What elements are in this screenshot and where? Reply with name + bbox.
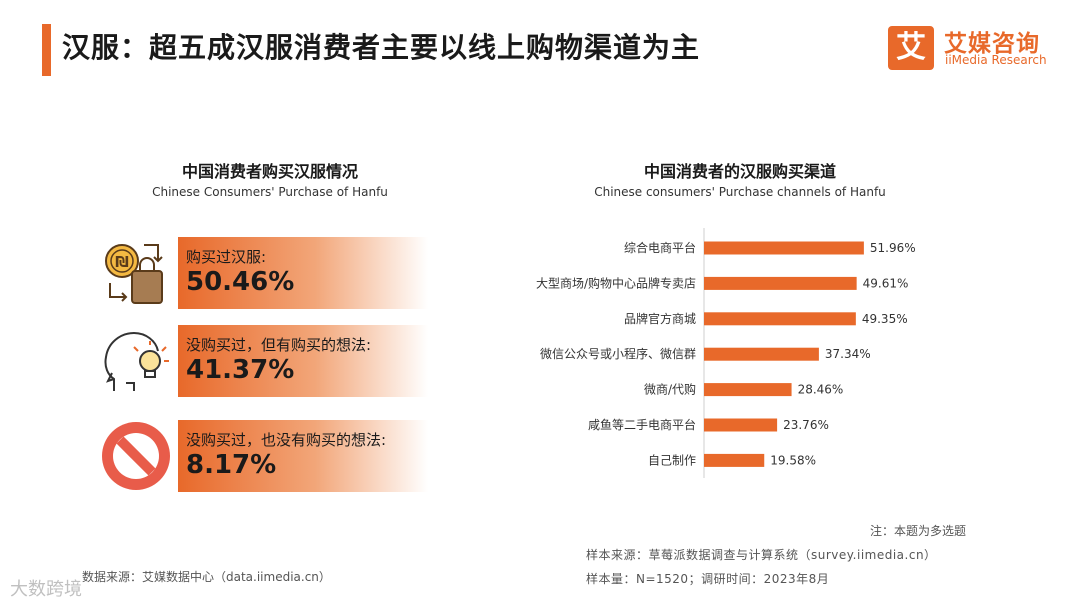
- stat-box: 购买过汉服: 50.46%: [178, 237, 428, 309]
- prohibited-icon: [102, 422, 170, 490]
- stat-box: 没购买过，也没有购买的想法: 8.17%: [178, 420, 428, 492]
- value-label: 51.96%: [870, 241, 916, 255]
- stat-want-to-buy: 没购买过，但有购买的想法: 41.37%: [100, 325, 430, 397]
- value-label: 49.35%: [862, 312, 908, 326]
- right-panel-title: 中国消费者的汉服购买渠道: [643, 162, 836, 181]
- bar: [704, 383, 792, 397]
- stat-value: 8.17%: [186, 450, 277, 480]
- stat-purchased: ₪ 购买过汉服: 50.46%: [100, 237, 430, 309]
- stat-label: 购买过汉服:: [186, 248, 267, 266]
- bar: [704, 453, 765, 467]
- stat-value: 41.37%: [186, 355, 295, 385]
- value-label: 19.58%: [770, 453, 816, 467]
- category-label: 品牌官方商城: [624, 311, 696, 326]
- multi-select-note: 注：本题为多选题: [870, 524, 967, 538]
- data-source-note: 数据来源：艾媒数据中心（data.iimedia.cn）: [82, 570, 331, 584]
- value-label: 28.46%: [798, 383, 844, 397]
- category-label: 微商/代购: [644, 382, 696, 397]
- title-accent-bar: [42, 24, 51, 76]
- bar: [704, 276, 857, 290]
- iimedia-logo: 艾 艾媒咨询 iiMedia Research: [888, 26, 1068, 72]
- category-label: 咸鱼等二手电商平台: [588, 417, 696, 432]
- value-label: 23.76%: [783, 418, 829, 432]
- bar: [704, 347, 819, 361]
- bar: [704, 418, 778, 432]
- page-title: 汉服：超五成汉服消费者主要以线上购物渠道为主: [62, 31, 701, 64]
- category-label: 自己制作: [648, 453, 696, 467]
- logo-mark-icon: 艾: [888, 26, 934, 70]
- sample-source-note: 样本来源：草莓派数据调查与计算系统（survey.iimedia.cn）: [586, 548, 937, 562]
- right-panel-subtitle: Chinese consumers' Purchase channels of …: [594, 185, 886, 199]
- coin-shopping-bag-icon: ₪: [105, 244, 163, 304]
- category-label: 大型商场/购物中心品牌专卖店: [536, 275, 696, 290]
- category-label: 综合电商平台: [624, 240, 696, 255]
- left-panel-title: 中国消费者购买汉服情况: [181, 162, 358, 181]
- stat-no-intention: 没购买过，也没有购买的想法: 8.17%: [100, 420, 430, 492]
- left-panel-subtitle: Chinese Consumers' Purchase of Hanfu: [152, 185, 388, 199]
- watermark: 大数跨境: [10, 579, 82, 600]
- value-label: 37.34%: [825, 347, 871, 361]
- stat-label: 没购买过，也没有购买的想法:: [186, 431, 387, 449]
- stat-value: 50.46%: [186, 267, 295, 297]
- bar: [704, 241, 864, 255]
- svg-text:₪: ₪: [115, 253, 129, 271]
- value-label: 49.61%: [863, 276, 909, 290]
- category-label: 微信公众号或小程序、微信群: [540, 346, 696, 361]
- purchase-channels-bar-chart: 综合电商平台 51.96% 大型商场/购物中心品牌专卖店 49.61% 品牌官方商城 49…: [536, 228, 916, 478]
- logo-cn-text: 艾媒咨询: [944, 31, 1040, 57]
- bar: [704, 312, 856, 326]
- stat-box: 没购买过，但有购买的想法: 41.37%: [178, 325, 428, 397]
- sample-size-note: 样本量：N=1520；调研时间：2023年8月: [586, 572, 830, 586]
- head-lightbulb-icon: [104, 331, 169, 391]
- stat-label: 没购买过，但有购买的想法:: [186, 336, 372, 354]
- logo-en-text: iiMedia Research: [945, 53, 1047, 67]
